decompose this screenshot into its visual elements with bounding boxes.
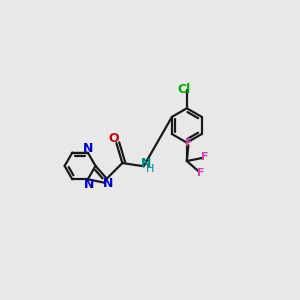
Text: N: N	[140, 157, 151, 170]
Text: O: O	[109, 132, 119, 145]
Text: Cl: Cl	[178, 83, 191, 96]
Text: N: N	[84, 178, 94, 191]
Text: F: F	[201, 152, 208, 162]
Text: F: F	[197, 168, 204, 178]
Text: N: N	[103, 177, 113, 190]
Text: H: H	[146, 164, 154, 174]
Text: F: F	[185, 138, 192, 148]
Text: N: N	[82, 142, 93, 154]
